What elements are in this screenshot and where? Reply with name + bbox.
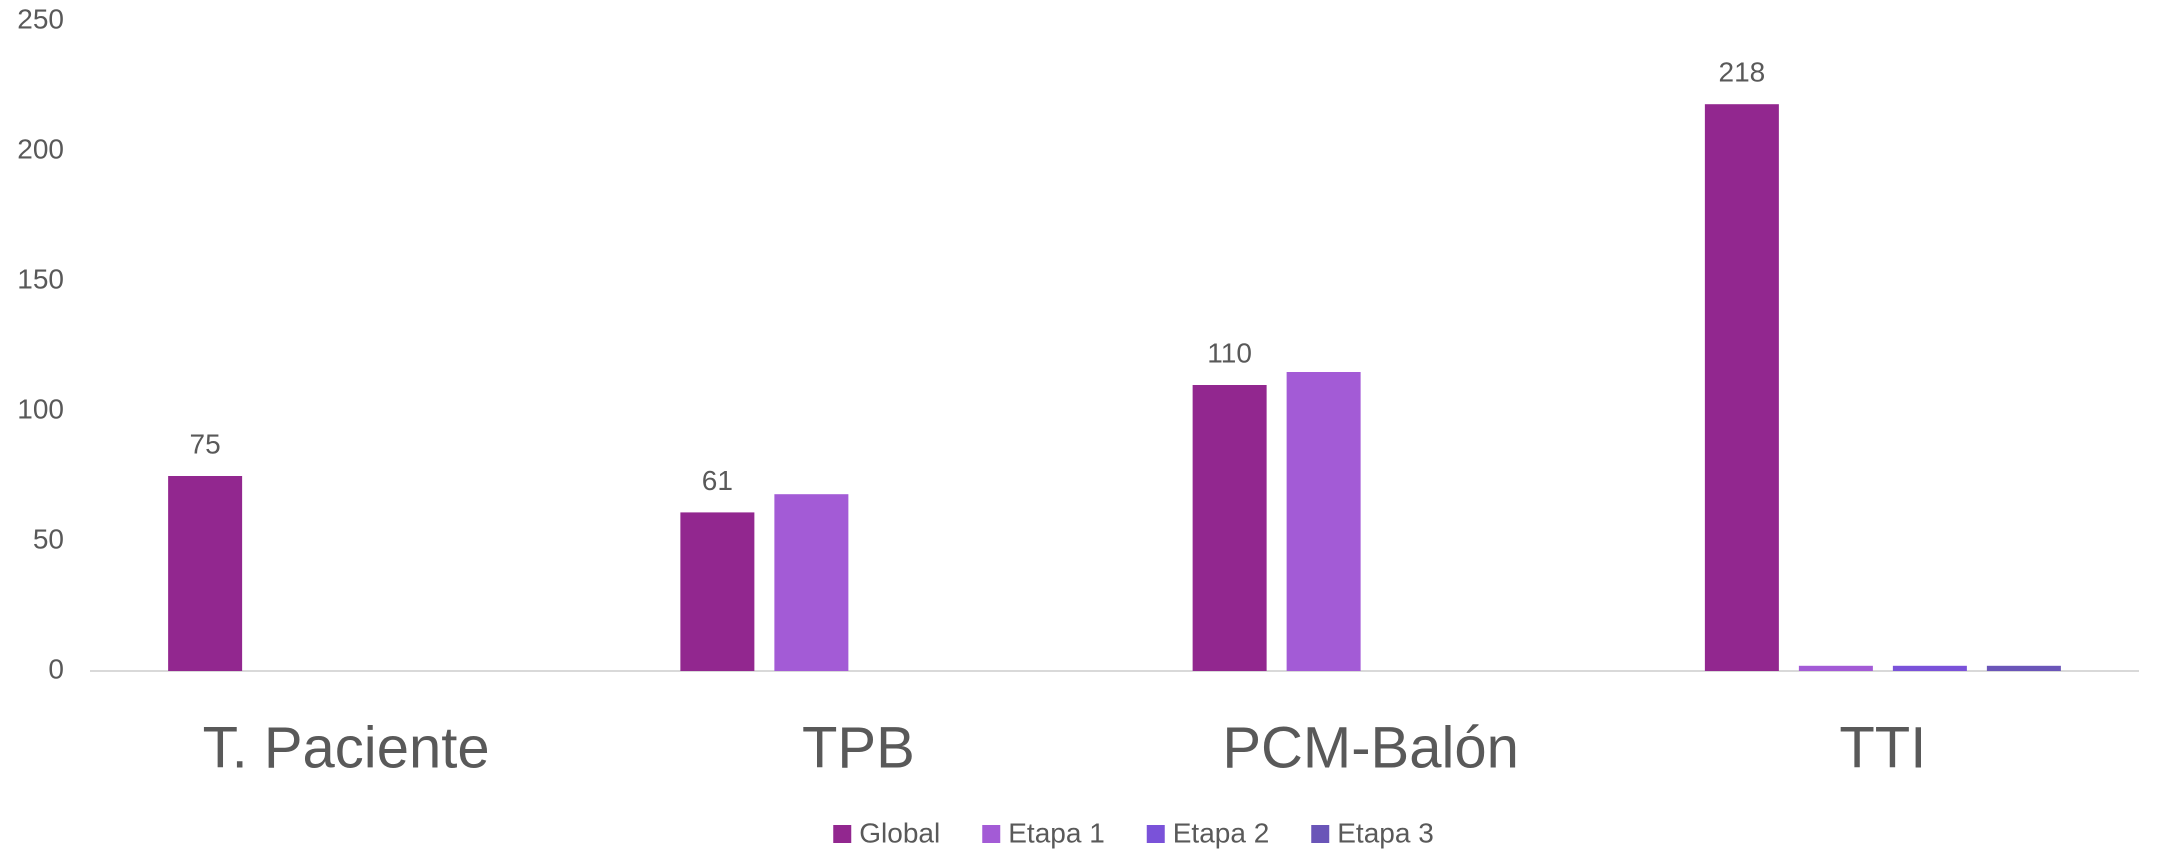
bar (680, 512, 755, 671)
bar (774, 494, 849, 671)
y-tick-label: 200 (17, 133, 64, 164)
data-label: 75 (190, 428, 221, 459)
y-tick-label: 0 (48, 653, 64, 684)
bar (1704, 104, 1779, 671)
data-label: 110 (1207, 337, 1252, 368)
y-tick-label: 100 (17, 393, 64, 424)
x-tick-label: TTI (1839, 715, 1926, 780)
legend-swatch (833, 825, 852, 843)
legend-swatch (1311, 825, 1330, 843)
legend-label: Global (859, 817, 940, 848)
legend-label: Etapa 3 (1337, 817, 1434, 848)
legend-label: Etapa 1 (1008, 817, 1105, 848)
bar (1286, 372, 1361, 671)
legend-swatch (1146, 825, 1165, 843)
bar (1798, 665, 1873, 671)
bar (1986, 665, 2061, 671)
y-tick-label: 250 (17, 3, 64, 34)
bar (1892, 665, 1967, 671)
bar (168, 476, 243, 671)
legend-swatch (982, 825, 1001, 843)
x-tick-label: T. Paciente (203, 715, 490, 780)
legend-label: Etapa 2 (1173, 817, 1270, 848)
y-tick-label: 50 (33, 523, 64, 554)
data-label: 61 (702, 465, 733, 496)
data-label: 218 (1719, 57, 1766, 88)
x-tick-label: TPB (802, 715, 915, 780)
y-tick-label: 150 (17, 263, 64, 294)
bar (1192, 385, 1267, 671)
x-tick-label: PCM-Balón (1222, 715, 1519, 780)
